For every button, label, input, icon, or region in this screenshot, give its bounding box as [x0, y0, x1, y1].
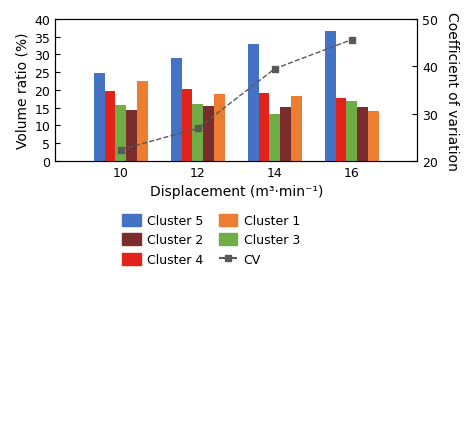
Bar	[336, 98, 346, 161]
Bar	[214, 94, 225, 161]
Bar	[192, 105, 203, 161]
Bar	[280, 107, 291, 161]
CV	[349, 38, 355, 43]
Legend: Cluster 5, Cluster 2, Cluster 4, Cluster 1, Cluster 3, CV: Cluster 5, Cluster 2, Cluster 4, Cluster…	[118, 210, 303, 270]
Bar	[325, 32, 336, 161]
CV	[118, 148, 124, 153]
Bar	[182, 90, 192, 161]
Bar	[105, 92, 115, 161]
Bar	[171, 59, 182, 161]
Line: CV: CV	[117, 37, 356, 154]
Bar	[269, 115, 280, 161]
CV	[272, 67, 278, 72]
Bar	[203, 106, 214, 161]
Y-axis label: Volume ratio (%): Volume ratio (%)	[15, 33, 29, 149]
Bar	[259, 94, 269, 161]
Bar	[291, 96, 302, 161]
Bar	[357, 107, 368, 161]
CV	[195, 127, 201, 132]
Bar	[94, 74, 105, 161]
Bar	[115, 106, 126, 161]
X-axis label: Displacement (m³·min⁻¹): Displacement (m³·min⁻¹)	[150, 185, 323, 199]
Bar	[137, 82, 148, 161]
Bar	[248, 45, 259, 161]
Bar	[346, 102, 357, 161]
Y-axis label: Coefficient of variation: Coefficient of variation	[445, 12, 459, 170]
Bar	[126, 110, 137, 161]
Bar	[368, 112, 379, 161]
